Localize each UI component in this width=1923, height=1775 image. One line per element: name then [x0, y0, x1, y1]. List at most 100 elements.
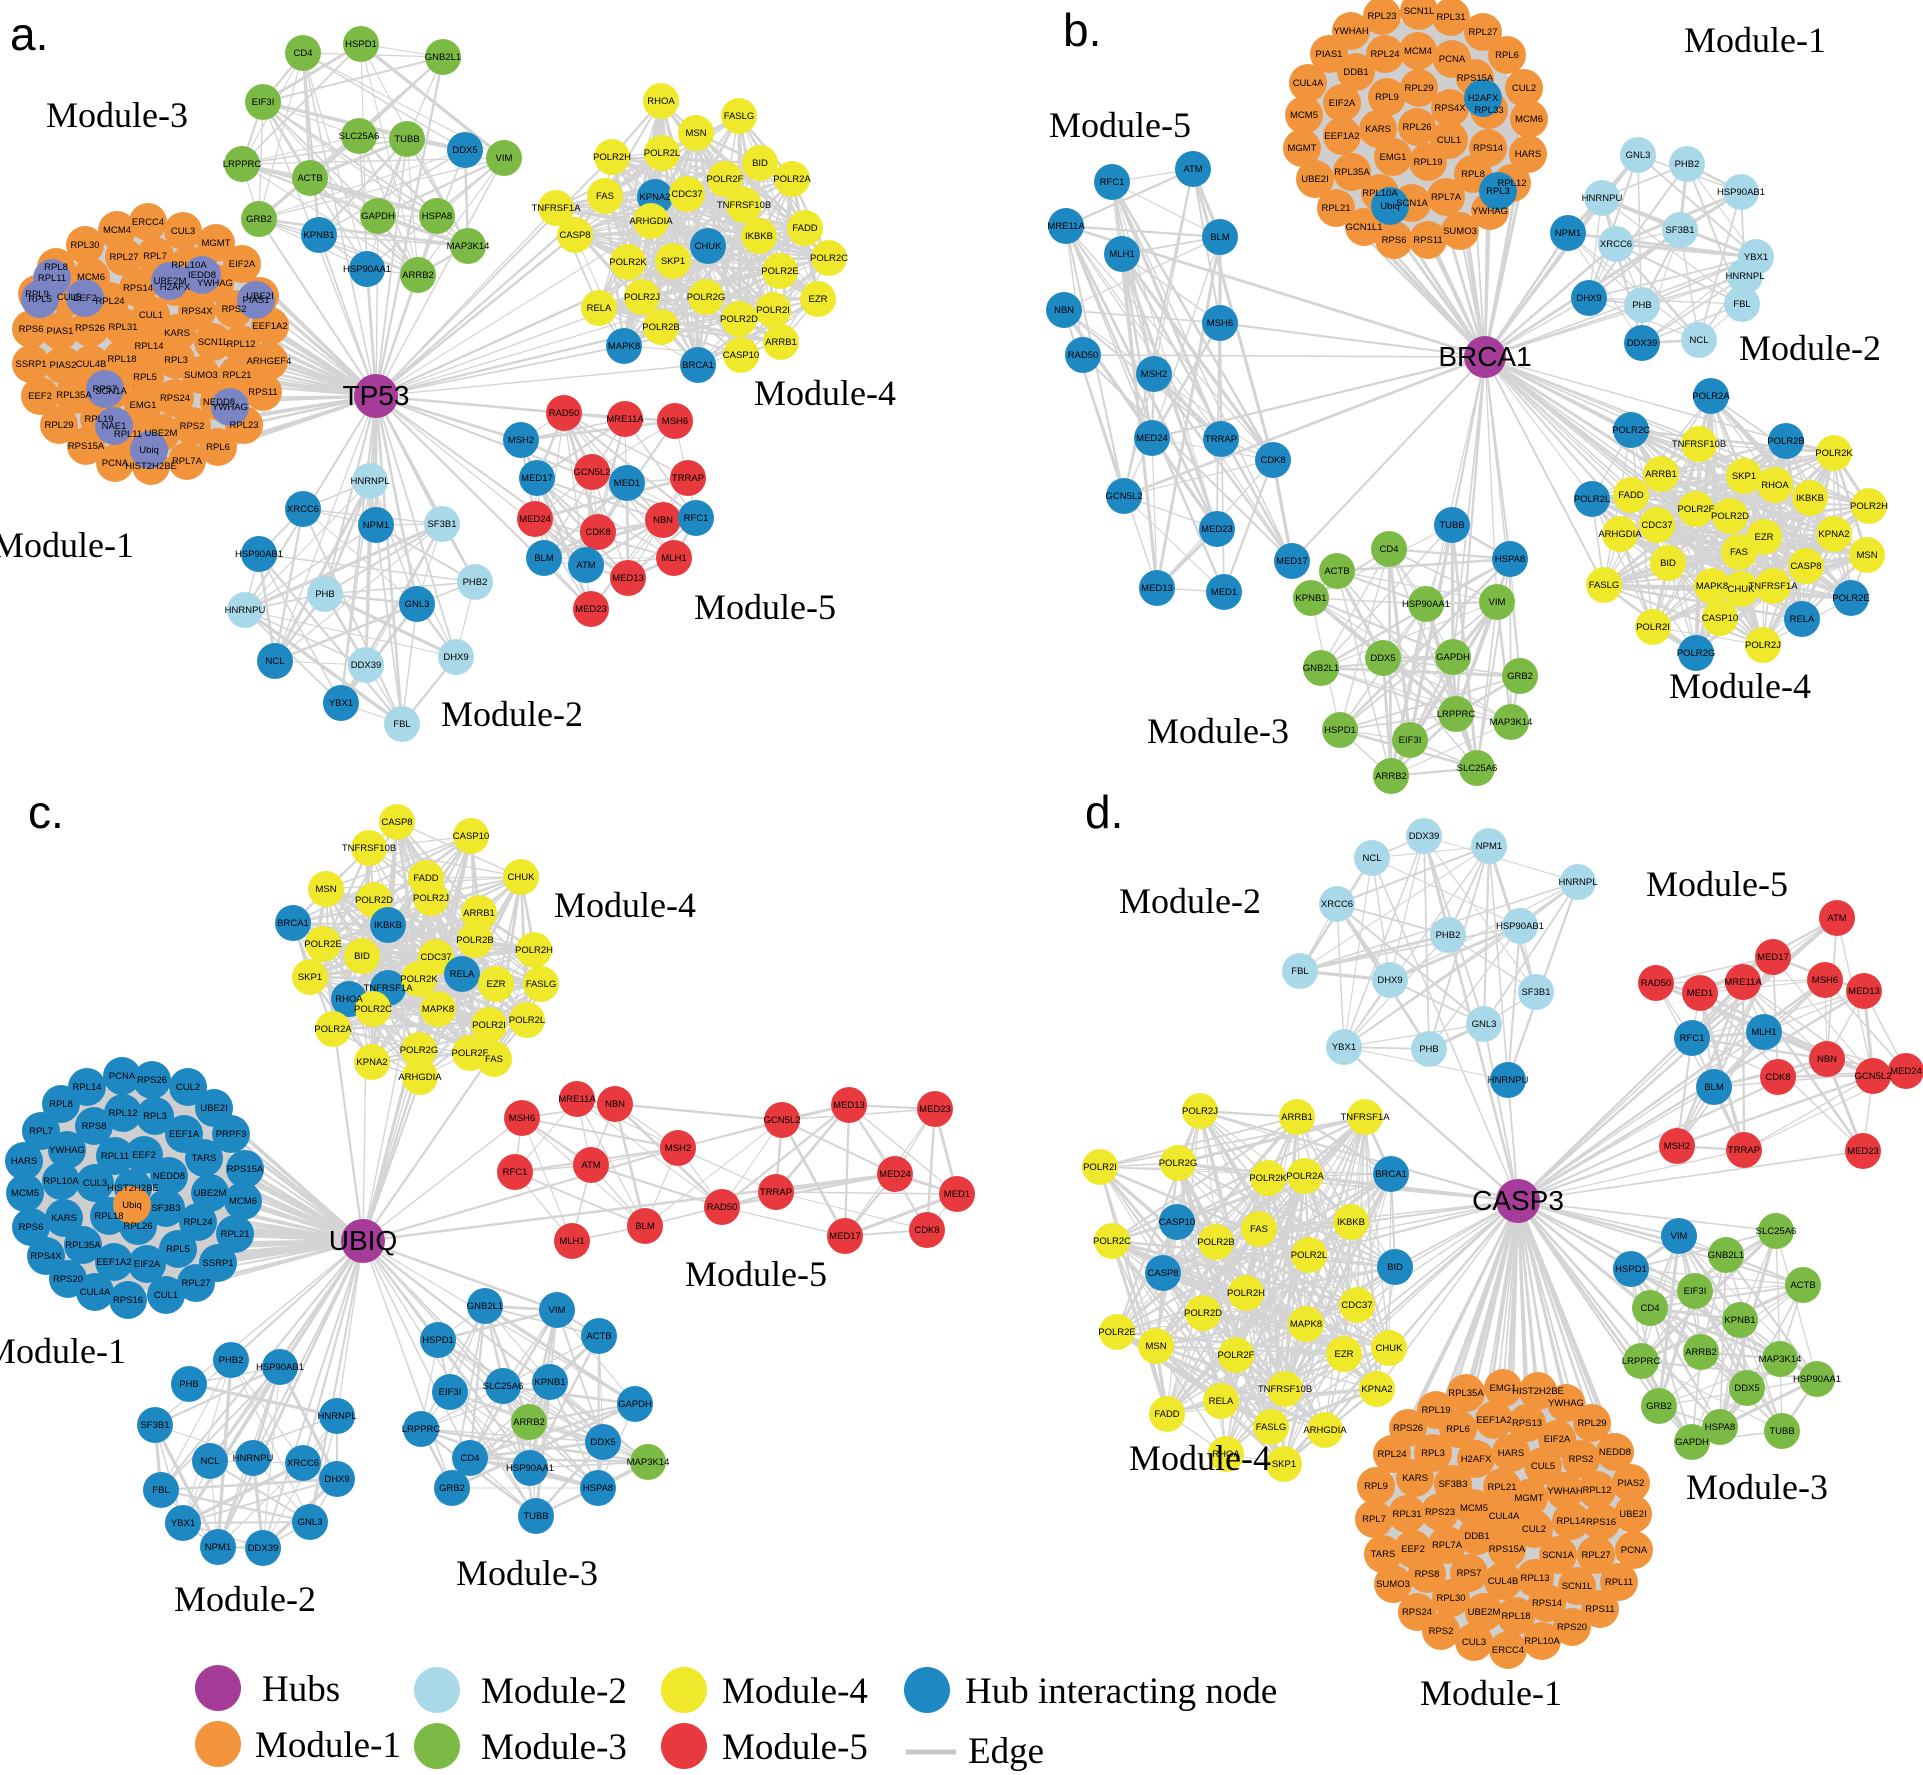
- svg-text:MGMT: MGMT: [1287, 143, 1316, 154]
- svg-text:EEF1A2: EEF1A2: [252, 321, 287, 332]
- svg-text:MED17: MED17: [521, 473, 553, 484]
- svg-text:UBE2I: UBE2I: [1619, 1509, 1646, 1520]
- svg-text:ACTB: ACTB: [586, 1331, 611, 1342]
- svg-text:Module-1: Module-1: [0, 1331, 126, 1371]
- svg-text:Module-4: Module-4: [554, 885, 696, 925]
- svg-text:NBN: NBN: [653, 515, 673, 526]
- svg-text:CASP10: CASP10: [1702, 613, 1738, 624]
- svg-text:Module-5: Module-5: [1049, 105, 1191, 145]
- svg-text:MLH1: MLH1: [1751, 1027, 1776, 1038]
- svg-text:CASP3: CASP3: [1472, 1185, 1564, 1216]
- svg-text:EMG1: EMG1: [1490, 1383, 1517, 1394]
- svg-text:LRPPRC: LRPPRC: [1437, 709, 1476, 720]
- svg-text:HSPA8: HSPA8: [422, 211, 452, 222]
- svg-text:RPL31: RPL31: [108, 322, 137, 333]
- svg-text:HNRNPL: HNRNPL: [350, 476, 389, 487]
- svg-text:RPL26: RPL26: [123, 1221, 152, 1232]
- svg-text:IKBKB: IKBKB: [1337, 1217, 1365, 1228]
- svg-text:MED1: MED1: [1687, 988, 1713, 999]
- svg-text:RPL6: RPL6: [206, 442, 230, 453]
- svg-text:POLR2J: POLR2J: [413, 893, 449, 904]
- svg-text:CUL1: CUL1: [1437, 135, 1461, 146]
- svg-text:POLR2F: POLR2F: [452, 1048, 489, 1059]
- svg-text:d.: d.: [1085, 786, 1123, 838]
- svg-text:MAPK8: MAPK8: [1696, 581, 1728, 592]
- svg-text:POLR2B: POLR2B: [1767, 436, 1805, 447]
- svg-text:BLM: BLM: [635, 1221, 655, 1232]
- svg-text:PCNA: PCNA: [1621, 1545, 1648, 1556]
- svg-text:RPL10A: RPL10A: [43, 1176, 79, 1187]
- svg-text:EEF2: EEF2: [28, 391, 52, 402]
- svg-text:EEF2: EEF2: [132, 1150, 156, 1161]
- svg-text:KPNB1: KPNB1: [303, 230, 334, 241]
- svg-text:HSP90AA1: HSP90AA1: [1402, 599, 1450, 610]
- svg-text:FASLG: FASLG: [1256, 1422, 1287, 1433]
- svg-text:MCM6: MCM6: [229, 1196, 257, 1207]
- svg-text:GCN5L2: GCN5L2: [1855, 1071, 1892, 1082]
- svg-text:POLR2A: POLR2A: [1692, 391, 1730, 402]
- svg-text:MED17: MED17: [1276, 556, 1308, 567]
- svg-text:CASP10: CASP10: [453, 831, 489, 842]
- svg-text:Module-2: Module-2: [1739, 328, 1881, 368]
- svg-text:RPL5: RPL5: [166, 1244, 190, 1255]
- svg-text:RPL12: RPL12: [1497, 178, 1526, 189]
- svg-text:POLR2I: POLR2I: [756, 305, 790, 316]
- svg-text:DHX9: DHX9: [1576, 293, 1601, 304]
- svg-text:GNB2L1: GNB2L1: [1708, 1250, 1744, 1261]
- svg-text:RPS7: RPS7: [1457, 1568, 1482, 1579]
- svg-text:RPL11: RPL11: [1605, 1577, 1633, 1588]
- svg-text:GRB2: GRB2: [439, 1483, 465, 1494]
- svg-text:YBX1: YBX1: [171, 1518, 195, 1529]
- svg-text:ARRB2: ARRB2: [513, 1417, 545, 1428]
- svg-text:RPL30: RPL30: [1436, 1593, 1465, 1604]
- svg-text:HIST2H2BE: HIST2H2BE: [107, 1183, 159, 1194]
- svg-text:SCN1A: SCN1A: [1542, 1550, 1574, 1561]
- svg-text:RPL7: RPL7: [143, 251, 167, 262]
- svg-text:POLR2E: POLR2E: [304, 939, 342, 950]
- svg-text:Module-5: Module-5: [1646, 864, 1788, 904]
- svg-text:RFC1: RFC1: [684, 513, 709, 524]
- svg-text:RELA: RELA: [450, 969, 475, 980]
- svg-text:POLR2A: POLR2A: [773, 174, 811, 185]
- svg-text:SF3B1: SF3B1: [1521, 987, 1550, 998]
- svg-text:DDX39: DDX39: [1627, 338, 1658, 349]
- svg-text:GNB2L1: GNB2L1: [1303, 663, 1339, 674]
- svg-text:SKP1: SKP1: [1732, 471, 1756, 482]
- svg-text:BLM: BLM: [1210, 232, 1230, 243]
- svg-text:POLR2L: POLR2L: [644, 148, 680, 159]
- svg-text:RPL9: RPL9: [1375, 92, 1399, 103]
- svg-text:EZR: EZR: [1335, 1349, 1354, 1360]
- svg-text:NPM1: NPM1: [1555, 228, 1581, 239]
- svg-text:HARS: HARS: [11, 1156, 37, 1167]
- svg-text:POLR2B: POLR2B: [456, 935, 494, 946]
- svg-text:RPL7: RPL7: [1362, 1514, 1386, 1525]
- svg-text:RPL35A: RPL35A: [56, 390, 92, 401]
- svg-text:RPS24: RPS24: [1402, 1607, 1432, 1618]
- svg-text:CUL2: CUL2: [1512, 83, 1536, 94]
- svg-text:POLR2D: POLR2D: [355, 895, 393, 906]
- svg-text:RPL35A: RPL35A: [1448, 1388, 1484, 1399]
- svg-text:RPL10A: RPL10A: [1362, 188, 1398, 199]
- svg-text:VIM: VIM: [1671, 1231, 1688, 1242]
- svg-text:VIM: VIM: [1489, 597, 1506, 608]
- svg-text:CDK8: CDK8: [914, 1225, 939, 1236]
- svg-text:NPM1: NPM1: [363, 520, 389, 531]
- svg-text:RPL18: RPL18: [94, 1211, 123, 1222]
- svg-text:RFC1: RFC1: [1100, 177, 1125, 188]
- svg-text:MAPK8: MAPK8: [422, 1004, 454, 1015]
- svg-text:RPL24: RPL24: [1370, 49, 1399, 60]
- svg-text:RPL6: RPL6: [1446, 1424, 1470, 1435]
- svg-text:RPS15A: RPS15A: [68, 441, 105, 452]
- svg-text:PIAS2: PIAS2: [50, 360, 77, 371]
- svg-text:EZR: EZR: [1755, 532, 1774, 543]
- svg-text:RPL23: RPL23: [1367, 11, 1396, 22]
- svg-text:XRCC6: XRCC6: [1600, 239, 1632, 250]
- svg-text:DDX5: DDX5: [452, 145, 477, 156]
- svg-text:YBX1: YBX1: [1332, 1042, 1356, 1053]
- svg-text:YWHAH: YWHAH: [1547, 1486, 1583, 1497]
- svg-text:Module-2: Module-2: [1119, 881, 1261, 921]
- svg-text:MSH6: MSH6: [1812, 975, 1838, 986]
- svg-text:POLR2H: POLR2H: [1850, 501, 1888, 512]
- svg-text:RAD50: RAD50: [1068, 350, 1099, 361]
- svg-text:POLR2E: POLR2E: [761, 266, 799, 277]
